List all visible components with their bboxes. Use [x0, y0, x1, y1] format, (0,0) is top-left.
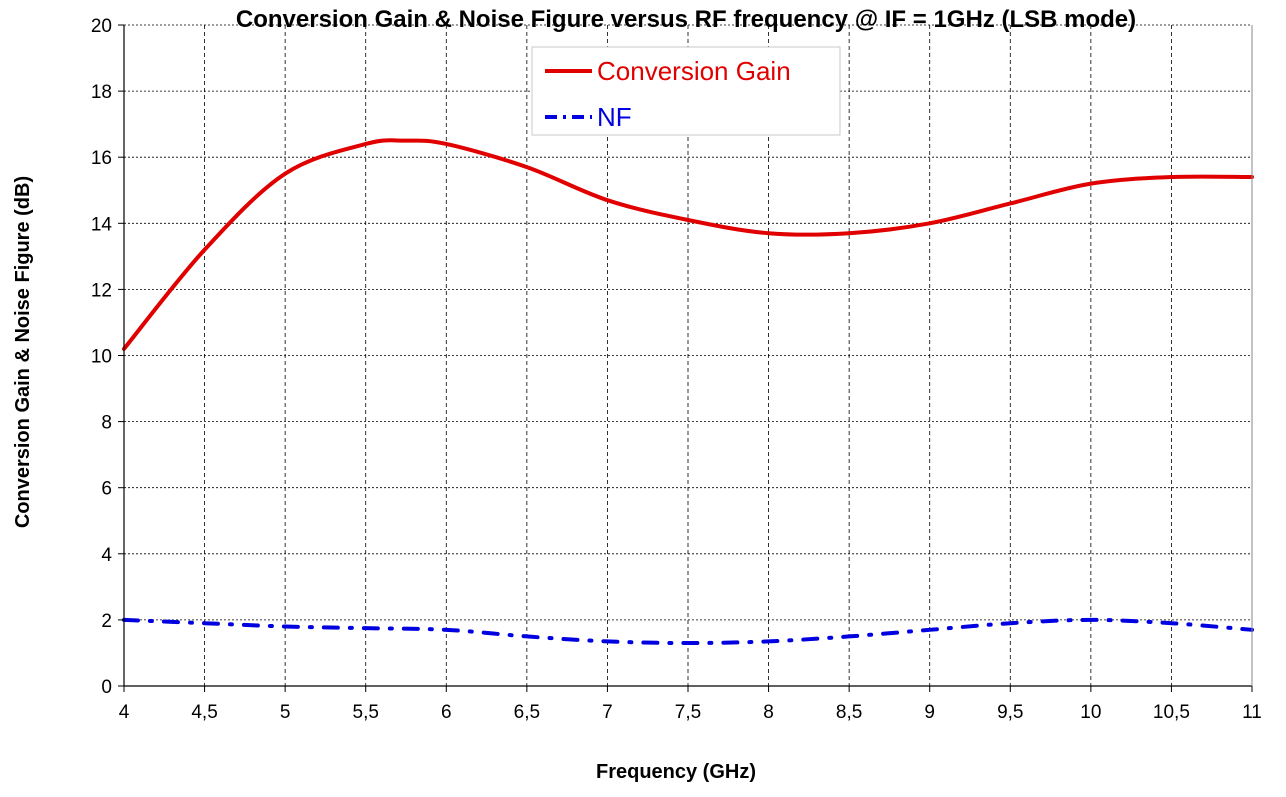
series-line-nf — [122, 617, 1254, 646]
x-tick-label: 6,5 — [514, 702, 540, 723]
series-line-conversion-gain — [122, 138, 1254, 351]
y-tick-label: 8 — [101, 413, 112, 434]
legend: Conversion Gain NF — [531, 46, 841, 136]
y-tick-label: 0 — [101, 677, 112, 698]
x-tick-label: 10 — [1080, 702, 1101, 723]
x-tick-label: 8 — [763, 702, 774, 723]
x-axis-label: Frequency (GHz) — [596, 761, 756, 783]
y-axis-label: Conversion Gain & Noise Figure (dB) — [12, 176, 34, 528]
chart-title: Conversion Gain & Noise Figure versus RF… — [236, 6, 1136, 33]
series-group — [122, 138, 1254, 646]
x-tick-label: 9,5 — [997, 702, 1023, 723]
x-tick-label: 7,5 — [675, 702, 701, 723]
x-tick-label: 11 — [1242, 702, 1262, 723]
axes: 4 4,5 5 5,5 6 6,5 7 7,5 8 8,5 9 9,5 10 10,5 11 0 2 4 6 8 10 1… — [91, 16, 1262, 723]
y-tick-label: 10 — [91, 347, 112, 368]
x-tick-label: 6 — [441, 702, 452, 723]
y-tick-label: 18 — [91, 82, 112, 103]
x-tick-label: 9 — [924, 702, 935, 723]
x-tick-label: 4 — [119, 702, 130, 723]
y-tick-label: 6 — [101, 479, 112, 500]
x-tick-label: 5,5 — [353, 702, 379, 723]
legend-box — [531, 46, 841, 136]
x-tick-label: 10,5 — [1153, 702, 1190, 723]
x-tick-label: 7 — [602, 702, 613, 723]
x-tick-label: 8,5 — [836, 702, 862, 723]
y-tick-label: 12 — [91, 280, 112, 301]
y-tick-label: 4 — [101, 545, 112, 566]
x-tick-label: 5 — [280, 702, 291, 723]
y-tick-label: 20 — [91, 16, 112, 37]
y-tick-label: 14 — [91, 214, 113, 235]
y-tick-label: 16 — [91, 148, 112, 169]
x-tick-label: 4,5 — [191, 702, 217, 723]
legend-label-nf: NF — [597, 102, 632, 132]
legend-label-conversion-gain: Conversion Gain — [597, 56, 791, 86]
y-tick-label: 2 — [101, 611, 112, 632]
